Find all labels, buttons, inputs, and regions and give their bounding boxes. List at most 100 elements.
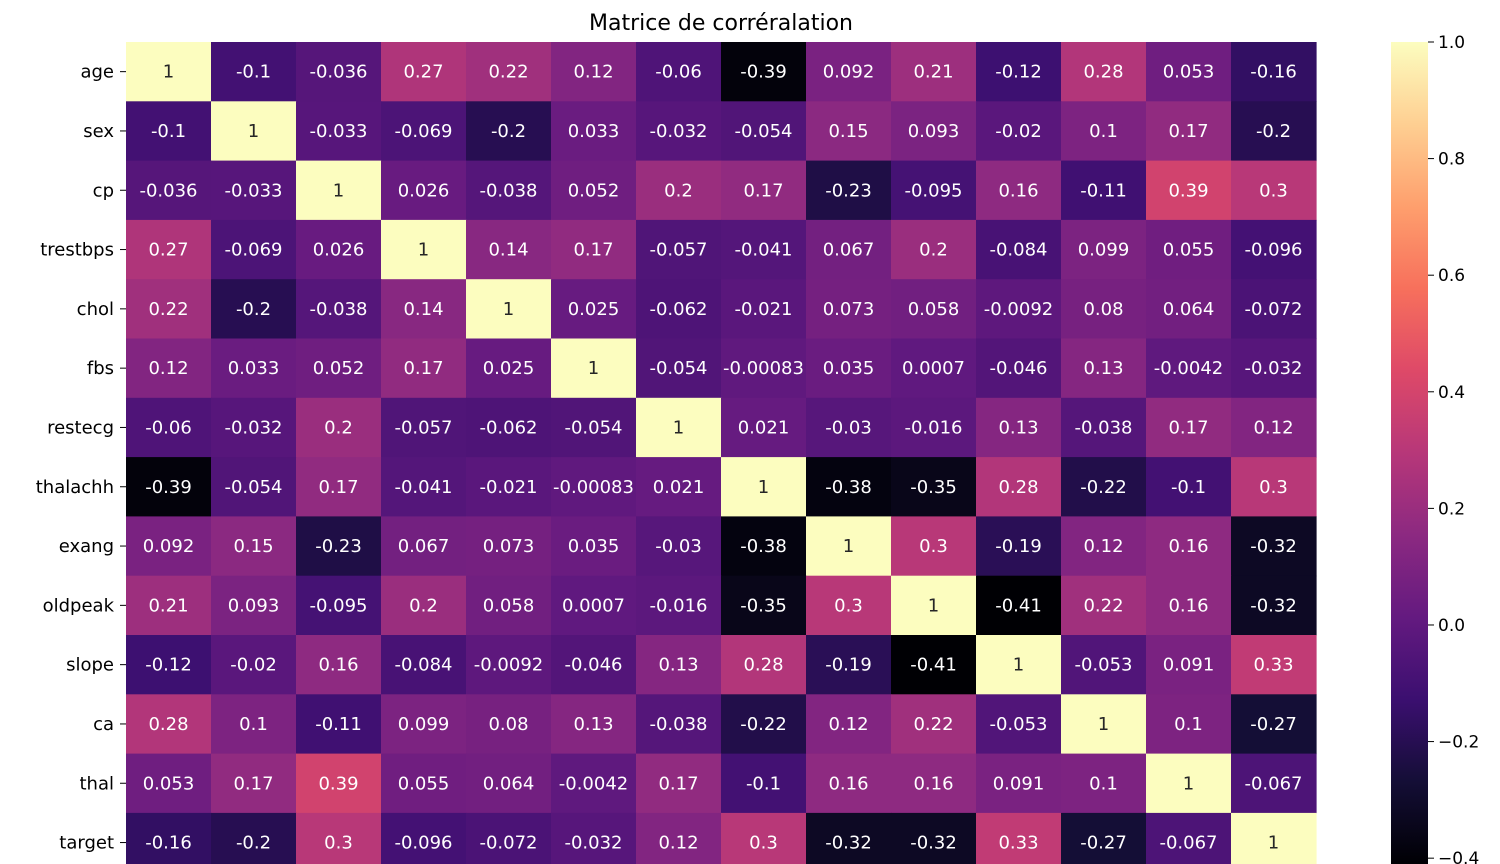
heatmap-cell bbox=[551, 279, 637, 340]
cell-value-label: -0.041 bbox=[734, 240, 792, 261]
heatmap-cell bbox=[1146, 397, 1232, 458]
cell-value-label: -0.02 bbox=[230, 655, 277, 676]
cell-value-label: 0.13 bbox=[658, 655, 698, 676]
heatmap-cell bbox=[551, 160, 637, 221]
heatmap-cell bbox=[721, 279, 807, 340]
heatmap-cell bbox=[1146, 457, 1232, 517]
cell-value-label: 0.092 bbox=[143, 536, 195, 557]
cell-value-label: -0.38 bbox=[740, 536, 787, 557]
heatmap-cell bbox=[211, 397, 297, 458]
cell-value-label: -0.062 bbox=[649, 299, 707, 320]
cell-value-label: -0.12 bbox=[995, 62, 1042, 83]
cell-value-label: 0.0007 bbox=[562, 595, 625, 616]
heatmap-cell bbox=[381, 575, 467, 636]
cell-value-label: 1 bbox=[673, 417, 684, 438]
cell-value-label: -0.03 bbox=[825, 417, 872, 438]
heatmap-cell bbox=[466, 338, 552, 399]
cell-value-label: 0.28 bbox=[998, 477, 1038, 498]
cell-value-label: -0.06 bbox=[145, 417, 192, 438]
heatmap-cell bbox=[466, 279, 552, 340]
heatmap-cell bbox=[976, 160, 1062, 221]
cell-value-label: -0.2 bbox=[236, 833, 271, 854]
cell-value-label: -0.046 bbox=[989, 358, 1047, 379]
cell-value-label: -0.072 bbox=[479, 833, 537, 854]
heatmap-cell bbox=[466, 753, 552, 814]
heatmap-cell bbox=[806, 397, 892, 458]
cell-value-label: -0.036 bbox=[139, 180, 197, 201]
cell-value-label: -0.038 bbox=[1074, 417, 1132, 438]
heatmap-cell bbox=[381, 101, 467, 162]
cell-value-label: 0.3 bbox=[1259, 477, 1288, 498]
row-label: exang bbox=[59, 536, 114, 557]
cell-value-label: 0.2 bbox=[919, 240, 948, 261]
heatmap-cell bbox=[466, 694, 552, 755]
heatmap-cell bbox=[296, 457, 382, 517]
heatmap-cell bbox=[126, 457, 212, 517]
cell-value-label: 1 bbox=[1098, 714, 1109, 735]
heatmap-cell bbox=[211, 160, 297, 221]
cell-value-label: 0.1 bbox=[1089, 121, 1118, 142]
cell-value-label: 0.17 bbox=[573, 240, 613, 261]
heatmap-cell bbox=[806, 812, 892, 864]
heatmap-cell bbox=[1231, 812, 1317, 864]
heatmap-cell bbox=[976, 42, 1062, 102]
heatmap-cell bbox=[1146, 575, 1232, 636]
heatmap-cell bbox=[126, 812, 212, 864]
heatmap-cell bbox=[1061, 219, 1147, 280]
row-label: age bbox=[80, 62, 114, 83]
cell-value-label: -0.067 bbox=[1159, 833, 1217, 854]
cell-value-label: -0.0092 bbox=[474, 655, 543, 676]
heatmap-cell bbox=[891, 219, 977, 280]
row-label: fbs bbox=[87, 358, 114, 379]
colorbar-tick-label: −0.2 bbox=[1438, 733, 1479, 753]
heatmap-cell bbox=[466, 160, 552, 221]
heatmap-cell bbox=[381, 42, 467, 102]
heatmap-cell bbox=[211, 279, 297, 340]
cell-value-label: 0.22 bbox=[488, 62, 528, 83]
cell-value-label: 0.052 bbox=[313, 358, 365, 379]
heatmap-cell bbox=[1146, 812, 1232, 864]
heatmap-cell bbox=[296, 575, 382, 636]
heatmap-cell bbox=[1061, 457, 1147, 517]
heatmap-cell bbox=[636, 575, 722, 636]
cell-value-label: -0.22 bbox=[740, 714, 787, 735]
heatmap-cells: 1 -0.1 -0.036 0.27 0.22 0.12 -0.06 -0.39 0.092 0.… bbox=[126, 42, 1317, 864]
cell-value-label: 1 bbox=[503, 299, 514, 320]
cell-value-label: 0.053 bbox=[1163, 62, 1215, 83]
cell-value-label: 0.1 bbox=[239, 714, 268, 735]
heatmap-cell bbox=[636, 279, 722, 340]
cell-value-label: 0.12 bbox=[828, 714, 868, 735]
heatmap-cell bbox=[806, 635, 892, 695]
cell-value-label: 0.3 bbox=[749, 833, 778, 854]
heatmap-cell bbox=[1146, 42, 1232, 102]
cell-value-label: 0.067 bbox=[823, 240, 875, 261]
heatmap-cell bbox=[891, 279, 977, 340]
cell-value-label: 0.0007 bbox=[902, 358, 965, 379]
heatmap-cell bbox=[1146, 516, 1232, 577]
heatmap-cell bbox=[211, 219, 297, 280]
cell-value-label: 1 bbox=[1268, 833, 1279, 854]
heatmap-cell bbox=[1061, 812, 1147, 864]
heatmap-cell bbox=[636, 160, 722, 221]
heatmap-cell bbox=[381, 753, 467, 814]
cell-value-label: 0.055 bbox=[398, 773, 450, 794]
cell-value-label: -0.084 bbox=[989, 240, 1047, 261]
heatmap-cell bbox=[1061, 279, 1147, 340]
cell-value-label: -0.032 bbox=[224, 417, 282, 438]
heatmap-cell bbox=[721, 753, 807, 814]
heatmap-cell bbox=[976, 101, 1062, 162]
cell-value-label: -0.016 bbox=[904, 417, 962, 438]
cell-value-label: -0.1 bbox=[1171, 477, 1206, 498]
cell-value-label: -0.00083 bbox=[553, 477, 634, 498]
cell-value-label: -0.067 bbox=[1244, 773, 1302, 794]
heatmap-cell bbox=[381, 516, 467, 577]
heatmap-cell bbox=[721, 160, 807, 221]
heatmap-cell bbox=[636, 812, 722, 864]
heatmap-cell bbox=[721, 812, 807, 864]
heatmap-cell bbox=[976, 575, 1062, 636]
cell-value-label: 0.17 bbox=[1168, 417, 1208, 438]
row-label: thal bbox=[80, 773, 115, 794]
cell-value-label: 0.091 bbox=[1163, 655, 1215, 676]
heatmap-cell bbox=[551, 101, 637, 162]
heatmap-cell bbox=[381, 457, 467, 517]
